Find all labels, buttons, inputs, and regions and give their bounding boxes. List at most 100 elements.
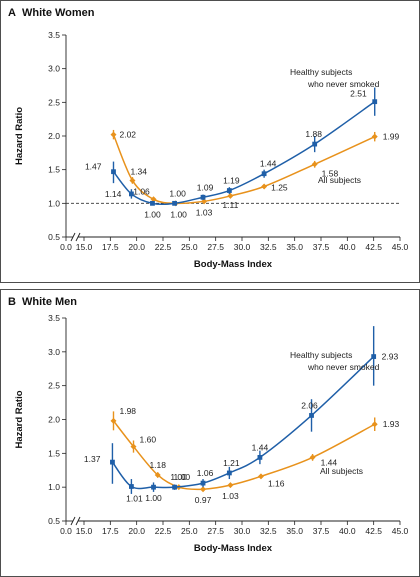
data-label: 1.88 [305,129,322,139]
x-tick-label: 27.5 [207,242,224,252]
data-point-marker [154,471,161,478]
data-label: 1.93 [383,419,400,429]
data-point-marker [129,177,136,184]
axis-break-mark [75,516,81,526]
data-point-marker [151,484,156,490]
data-point-marker [172,484,177,490]
data-label: 2.06 [301,400,318,410]
data-point-marker [226,470,232,476]
data-label: 1.16 [268,478,285,488]
panel-frame [0,289,420,577]
x-tick-label: 0.0 [60,526,72,536]
data-label: 1.06 [133,186,150,196]
x-tick-label: 37.5 [313,526,330,536]
data-point-marker [129,484,134,489]
data-point-marker [226,188,232,193]
data-point-marker [372,99,378,105]
x-tick-label: 25.0 [181,242,198,252]
y-tick-label: 1.5 [48,448,60,458]
x-tick-label: 37.5 [313,242,330,252]
data-label: 1.60 [140,435,157,445]
data-label: 1.14 [105,189,122,199]
data-point-marker [311,161,318,168]
x-tick-label: 20.0 [128,242,145,252]
x-tick-label: 0.0 [60,242,72,252]
x-tick-label: 25.0 [181,526,198,536]
x-tick-label: 35.0 [286,242,303,252]
data-label: 2.51 [350,89,367,99]
data-point-marker [110,459,115,465]
data-point-marker [261,171,267,177]
series-healthy-never-smoked: 1.371.01 1.001.00 1.061.211.442.062.93Heal… [84,326,398,503]
x-axis-title: Body-Mass Index [194,543,273,554]
x-tick-label: 20.0 [128,526,145,536]
data-point-marker [371,133,378,140]
data-label: 1.37 [84,454,101,464]
data-label: 1.00 [144,209,161,219]
x-tick-label: 42.5 [365,242,382,252]
data-point-marker [200,194,206,200]
y-tick-label: 0.5 [48,516,60,526]
data-label: 0.97 [195,495,212,505]
series-healthy-never-smoked: 1.47 1.14 1.00 1.00 1.09 1.19 1.44 1.88 2.51Heal… [85,67,380,219]
data-label: 1.00 [170,209,187,219]
data-point-marker [129,191,134,197]
legend-label: Healthy subjects who never smoked [290,350,380,372]
data-point-marker [110,417,117,424]
data-point-marker [150,196,157,203]
y-tick-label: 3.5 [48,30,60,40]
data-point-marker [257,473,264,480]
y-tick-label: 3.5 [48,313,60,323]
data-label: 1.03 [196,207,213,217]
data-label: 1.44 [260,159,277,169]
axis-break-mark [70,232,76,242]
data-point-marker [312,141,318,147]
data-label: 1.47 [85,162,102,172]
x-tick-label: 45.0 [392,242,409,252]
data-label: 1.18 [149,460,166,470]
y-axis-title: Hazard Ratio [14,107,25,165]
y-tick-label: 3.0 [48,347,60,357]
data-label: 1.44 [252,442,269,452]
panel-letter: A [8,7,16,19]
data-point-marker [261,183,268,190]
legend-label: Healthy subjects who never smoked [290,67,380,89]
data-label: 1.11 [222,200,238,210]
panel-letter: B [8,296,16,308]
x-tick-label: 42.5 [365,526,382,536]
y-axis-title: Hazard Ratio [14,390,25,448]
x-tick-label: 45.0 [392,526,409,536]
y-tick-label: 1.0 [48,198,60,208]
data-label: 1.98 [119,406,136,416]
x-tick-label: 22.5 [155,526,172,536]
axis-break-mark [70,516,76,526]
y-tick-label: 1.0 [48,482,60,492]
axis-break-mark [75,232,81,242]
data-label: 1.00 [145,493,162,503]
x-tick-label: 32.5 [260,526,277,536]
y-tick-label: 3.0 [48,64,60,74]
data-label: 1.21 [223,458,240,468]
data-label: 1.03 [222,491,239,501]
data-label: 1.00 [169,188,186,198]
data-point-marker [200,486,207,493]
y-tick-label: 2.5 [48,381,60,391]
panel-title: White Men [22,296,77,308]
y-tick-label: 2.0 [48,131,60,141]
x-tick-label: 22.5 [155,242,172,252]
legend-label: All subjects [318,175,361,185]
x-tick-label: 15.0 [76,242,93,252]
data-label: 1.00 [170,472,187,482]
data-point-marker [172,200,177,206]
legend-label: All subjects [320,466,363,476]
data-label: 1.58 [322,168,339,178]
data-point-marker [371,421,378,428]
data-point-marker [309,454,316,461]
x-tick-label: 17.5 [102,242,119,252]
data-label: 2.02 [119,130,136,140]
data-label: 1.09 [197,182,214,192]
x-tick-label: 40.0 [339,526,356,536]
x-tick-label: 35.0 [286,526,303,536]
data-point-marker [227,192,234,199]
